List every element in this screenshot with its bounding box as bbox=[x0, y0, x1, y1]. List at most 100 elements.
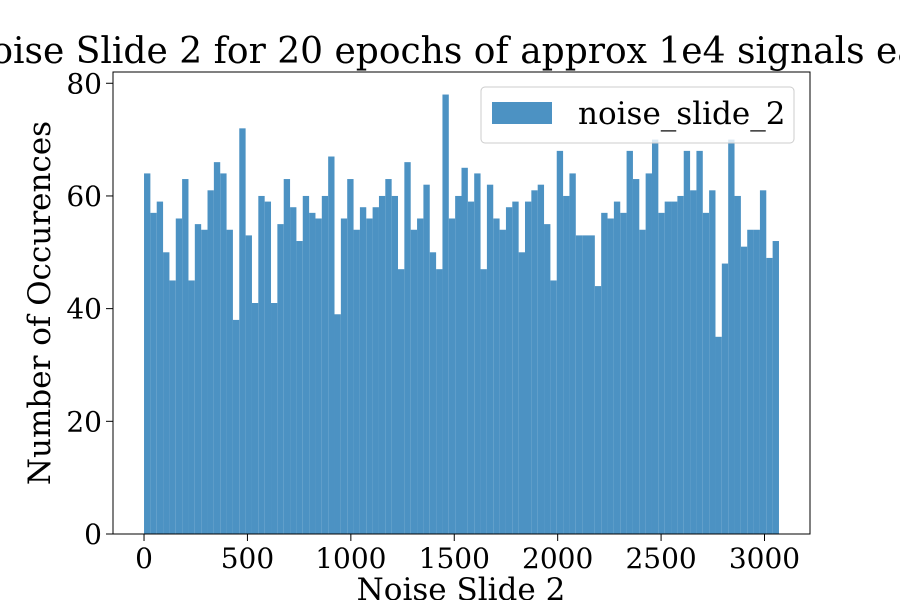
histogram-bar bbox=[702, 212, 710, 535]
histogram-bar bbox=[309, 212, 316, 535]
x-tick-label: 2000 bbox=[522, 542, 593, 575]
histogram-bar bbox=[296, 241, 303, 534]
bars-group bbox=[144, 94, 779, 535]
histogram-bar bbox=[283, 179, 291, 535]
x-tick-label: 3000 bbox=[729, 542, 800, 575]
histogram-bar bbox=[512, 201, 519, 534]
histogram-bar bbox=[194, 224, 202, 534]
histogram-bar bbox=[588, 235, 595, 534]
histogram-bar bbox=[385, 179, 392, 535]
histogram-bar bbox=[499, 229, 506, 534]
histogram-bar bbox=[632, 179, 640, 535]
histogram-bar bbox=[474, 173, 481, 535]
histogram-bar bbox=[455, 195, 462, 534]
histogram-bar bbox=[366, 218, 373, 535]
y-tick-label: 20 bbox=[66, 405, 102, 438]
histogram-bar bbox=[690, 190, 697, 534]
histogram-bar bbox=[245, 235, 252, 534]
histogram-bar bbox=[772, 241, 779, 534]
histogram-bar bbox=[550, 280, 557, 534]
histogram-bar bbox=[683, 150, 691, 534]
histogram-bar bbox=[398, 269, 405, 534]
histogram-bar bbox=[721, 263, 729, 534]
histogram-bar bbox=[347, 179, 354, 535]
histogram-bar bbox=[493, 218, 500, 535]
legend-frame bbox=[480, 86, 795, 144]
histogram-bar bbox=[232, 319, 240, 534]
histogram-bar bbox=[410, 229, 418, 534]
histogram-bar bbox=[378, 195, 386, 534]
histogram-bar bbox=[271, 303, 278, 534]
histogram-bar bbox=[391, 195, 399, 534]
histogram-bar bbox=[480, 269, 487, 534]
histogram-bar bbox=[728, 139, 735, 535]
histogram-bar bbox=[448, 218, 456, 535]
histogram-bar bbox=[264, 201, 272, 534]
histogram-bar bbox=[144, 173, 151, 535]
plot-area-frame bbox=[112, 71, 811, 535]
histogram-bar bbox=[334, 314, 341, 534]
histogram-bar bbox=[201, 229, 208, 534]
chart-title: Noise Slide 2 for 20 epochs of approx 1e… bbox=[0, 31, 900, 72]
histogram-bar bbox=[664, 201, 672, 534]
histogram-bar bbox=[156, 201, 164, 534]
histogram-bar bbox=[658, 212, 665, 535]
x-tick-label: 1000 bbox=[315, 542, 386, 575]
histogram-bar bbox=[626, 150, 633, 534]
y-tick-label: 60 bbox=[66, 180, 102, 213]
legend-swatch bbox=[492, 102, 552, 124]
histogram-bar bbox=[671, 201, 678, 534]
histogram-bar bbox=[524, 201, 532, 534]
histogram-bar bbox=[429, 252, 437, 535]
histogram-bar bbox=[594, 286, 602, 534]
histogram-bar bbox=[404, 162, 411, 534]
histogram-bar bbox=[709, 190, 716, 534]
histogram-bar bbox=[290, 207, 297, 534]
histogram-bar bbox=[569, 173, 576, 535]
histogram-bar bbox=[740, 246, 748, 534]
histogram-bar bbox=[175, 218, 183, 535]
histogram-bar bbox=[766, 257, 773, 534]
histogram-bar bbox=[150, 212, 157, 535]
histogram-bar bbox=[601, 212, 608, 535]
histogram-bar bbox=[213, 162, 221, 534]
x-tick-label: 0 bbox=[135, 542, 153, 575]
histogram-bar bbox=[372, 207, 379, 534]
legend-label: noise_slide_2 bbox=[578, 96, 785, 132]
histogram-bar bbox=[651, 139, 659, 535]
histogram-bar bbox=[544, 224, 551, 534]
y-tick-label: 0 bbox=[84, 518, 102, 551]
histogram-bar bbox=[328, 156, 335, 534]
histogram-bar bbox=[582, 235, 589, 534]
histogram-bar bbox=[486, 184, 494, 534]
histogram-bar bbox=[753, 229, 760, 534]
histogram-bar bbox=[315, 218, 322, 535]
x-axis-ticks: 0 500 1000 1500 2000 2500 3000 bbox=[135, 534, 800, 575]
y-axis-label: Number of Occurences bbox=[22, 121, 58, 485]
histogram-bar bbox=[277, 224, 284, 534]
x-tick-label: 2500 bbox=[625, 542, 696, 575]
histogram-bar bbox=[442, 94, 449, 534]
histogram-bar bbox=[696, 150, 703, 534]
y-tick-label: 40 bbox=[66, 293, 102, 326]
histogram-bar bbox=[747, 229, 754, 534]
histogram-bar bbox=[461, 167, 468, 534]
histogram-bar bbox=[182, 179, 189, 535]
histogram-bar bbox=[613, 201, 621, 534]
histogram-bar bbox=[639, 229, 646, 534]
histogram-bar bbox=[302, 195, 310, 534]
histogram-bar bbox=[575, 235, 583, 534]
histogram-bar bbox=[537, 184, 545, 534]
x-tick-label: 500 bbox=[221, 542, 274, 575]
histogram-bar bbox=[518, 252, 525, 535]
histogram-bar bbox=[556, 150, 564, 534]
histogram-bar bbox=[239, 128, 246, 534]
histogram-bar bbox=[188, 280, 195, 534]
histogram-bar bbox=[417, 218, 424, 535]
histogram-bar bbox=[715, 336, 722, 534]
histogram-bar bbox=[226, 229, 233, 534]
histogram-bar bbox=[531, 190, 538, 534]
histogram-bar bbox=[321, 195, 329, 534]
histogram-bar bbox=[251, 303, 259, 534]
